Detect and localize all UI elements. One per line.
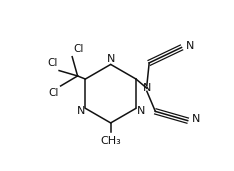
Text: N: N [77,106,85,116]
Text: N: N [185,41,194,51]
Text: Cl: Cl [73,44,83,54]
Text: Cl: Cl [47,58,58,68]
Text: CH₃: CH₃ [100,136,121,146]
Text: Cl: Cl [49,88,59,98]
Text: N: N [192,114,200,124]
Text: N: N [143,83,151,93]
Text: N: N [136,106,145,116]
Text: N: N [106,54,115,64]
